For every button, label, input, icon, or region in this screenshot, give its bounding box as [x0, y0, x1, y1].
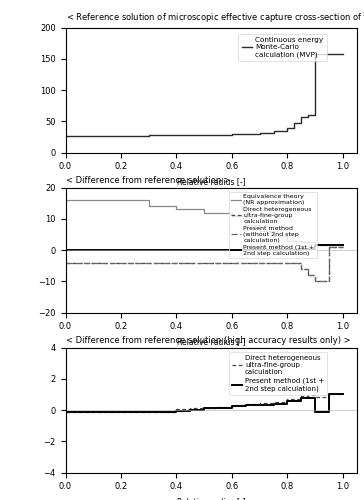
- X-axis label: Relative radius [-]: Relative radius [-]: [177, 337, 245, 346]
- Legend: Direct heterogeneous
ultra-fine-group
calculation, Present method (1st +
2nd ste: Direct heterogeneous ultra-fine-group ca…: [229, 352, 327, 395]
- Legend: Equivalence theory
(NR approximation), Direct heterogeneous
ultra-fine-group
cal: Equivalence theory (NR approximation), D…: [229, 192, 317, 258]
- Legend: Continuous energy
Monte-Carlo
calculation (MVP): Continuous energy Monte-Carlo calculatio…: [238, 34, 327, 62]
- X-axis label: Relative radius [-]: Relative radius [-]: [177, 177, 245, 186]
- Text: < Difference from reference solution (high accuracy results only) >: < Difference from reference solution (hi…: [66, 336, 350, 345]
- Text: < Reference solution of microscopic effective capture cross-section of $^{238}$U: < Reference solution of microscopic effe…: [66, 10, 364, 25]
- X-axis label: Relative radius [-]: Relative radius [-]: [177, 497, 245, 500]
- Text: < Difference from reference solution >: < Difference from reference solution >: [66, 176, 230, 185]
